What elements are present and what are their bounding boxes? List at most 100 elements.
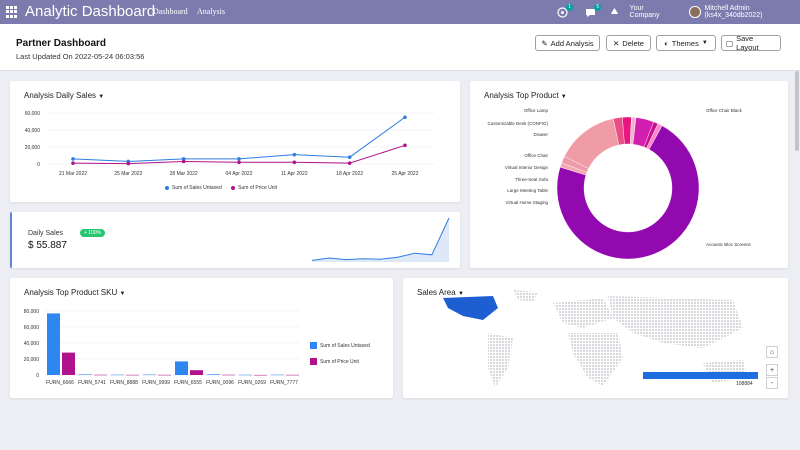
x-tick-label: FURN_6666: [46, 380, 74, 386]
donut-label: Virtual Home Staging: [506, 200, 549, 205]
bar: [190, 370, 203, 375]
legend-sales-label: Sum of Sales Untaxed: [172, 185, 222, 191]
clock-icon[interactable]: [610, 7, 620, 18]
menu-dashboard[interactable]: Dashboard: [153, 7, 188, 16]
data-point: [347, 161, 352, 165]
menu-analysis[interactable]: Analysis: [197, 7, 225, 16]
delete-label: Delete: [622, 38, 644, 48]
y-tick-label: 20,000: [24, 357, 40, 363]
x-tick-label: 25 Apr 2022: [392, 171, 419, 177]
y-tick-label: 60,000: [24, 325, 40, 331]
sku-card: Analysis Top Product SKU ▼ 80,000 60,000 4…: [10, 278, 393, 398]
zoom-in-button[interactable]: +: [766, 364, 778, 376]
daily-sales-title[interactable]: Analysis Daily Sales ▼: [24, 91, 105, 100]
donut-label: Acoustic Bloc Screens: [706, 242, 752, 247]
y-tick-label: 40,000: [25, 128, 41, 134]
palette-icon: ◐: [664, 38, 669, 48]
y-tick-label: 0: [36, 373, 39, 379]
chevron-down-icon: ▼: [98, 94, 105, 100]
sparkline-area: [312, 218, 449, 262]
chevron-down-icon: ▼: [560, 94, 567, 100]
legend-swatch-price: [310, 358, 317, 366]
x-tick-label: 04 Apr 2022: [226, 171, 253, 177]
map-greenland: [513, 290, 538, 302]
apps-menu-icon[interactable]: [6, 6, 18, 18]
add-analysis-label: Add Analysis: [550, 38, 594, 48]
top-product-donut-chart: Office Lamp Customizable Desk (CONFIG) Dra…: [487, 108, 752, 260]
save-icon: ▢: [726, 38, 734, 48]
kpi-card: Daily Sales + 100% $ 55.887: [10, 212, 460, 268]
user-avatar[interactable]: [689, 6, 701, 18]
x-tick-label: 25 Mar 2022: [114, 171, 142, 177]
add-analysis-button[interactable]: ✎ Add Analysis: [535, 35, 600, 51]
bar: [271, 374, 284, 376]
bar: [254, 374, 267, 376]
save-layout-button[interactable]: ▢ Save Layout: [721, 34, 781, 52]
top-product-title[interactable]: Analysis Top Product ▼: [484, 91, 567, 100]
map-value-label: 108884: [736, 381, 753, 387]
x-tick-label: FURN_6555: [174, 380, 202, 386]
x-tick-label: FURN_0269: [238, 380, 266, 386]
kpi-value: $ 55.887: [28, 240, 67, 251]
map-asia: [608, 296, 743, 348]
data-point: [181, 157, 186, 161]
navbar-systray: 1 5 Your Company Mitchell Admin (ks4x_34…: [557, 3, 800, 19]
bar: [239, 374, 252, 376]
home-icon[interactable]: ⌂: [766, 346, 778, 358]
last-updated: Last Updated On 2022-05-24 06:03:56: [16, 52, 145, 61]
app-title[interactable]: Analytic Dashboard: [25, 3, 156, 20]
data-point: [403, 143, 407, 148]
user-menu[interactable]: Mitchell Admin (ks4x_340db2022): [704, 5, 763, 19]
bar: [175, 361, 188, 375]
sparkline-line: [311, 217, 450, 261]
x-tick-label: 11 Apr 2022: [281, 171, 308, 177]
bar: [111, 374, 124, 376]
daily-sales-line-chart: 60,000 40,000 20,000 0 21 Mar 2022 25 Mar 202…: [25, 111, 435, 177]
activity-icon[interactable]: 5: [585, 3, 602, 18]
delete-button[interactable]: ✕ Delete: [606, 35, 651, 51]
kpi-badge: + 100%: [80, 229, 106, 237]
donut-label: Virtual Interior Design: [505, 165, 549, 170]
bar: [94, 374, 107, 376]
sales-area-card: Sales Area ▼ 108884 ⌂ + -: [403, 278, 788, 398]
bar: [126, 374, 139, 376]
bar: [143, 374, 156, 376]
donut-label: Drawer: [533, 132, 548, 137]
donut-slice: [646, 123, 663, 150]
sales-area-title[interactable]: Sales Area ▼: [417, 288, 464, 297]
data-point: [292, 152, 297, 157]
save-layout-label: Save Layout: [736, 34, 759, 52]
zoom-out-button[interactable]: -: [766, 377, 778, 389]
legend-price-label: Sum of Price Unit: [238, 185, 278, 191]
data-point: [237, 157, 241, 161]
themes-button[interactable]: ◐ Themes ▼: [656, 35, 716, 51]
data-point: [347, 155, 352, 159]
bar: [207, 374, 220, 375]
bar: [158, 374, 171, 376]
donut-label: Three-Seat Sofa: [515, 177, 549, 182]
legend-swatch-sales: [310, 342, 317, 350]
donut-label: Large Meeting Table: [507, 188, 548, 193]
map-value-bar: [643, 372, 758, 379]
bar: [47, 313, 60, 375]
kpi-sparkline: [311, 217, 450, 262]
x-tick-label: FURN_0096: [206, 380, 234, 386]
sku-title[interactable]: Analysis Top Product SKU ▼: [24, 288, 126, 297]
donut-label: Office Chair: [524, 153, 548, 158]
chat-icon[interactable]: 1: [557, 3, 573, 18]
y-tick-label: 60,000: [25, 111, 41, 117]
line-legend: Sum of Sales Untaxed Sum of Price Unit: [165, 185, 277, 191]
company-switcher[interactable]: Your Company: [629, 5, 660, 19]
page-scrollbar[interactable]: [795, 71, 799, 151]
y-tick-label: 40,000: [24, 341, 40, 347]
kpi-label: Daily Sales: [28, 230, 64, 237]
x-tick-label: FURN_9999: [142, 380, 170, 386]
map-australia: [703, 360, 748, 383]
y-tick-label: 20,000: [25, 145, 41, 151]
legend-sales-label: Sum of Sales Untaxed: [320, 343, 370, 349]
x-tick-label: 21 Mar 2022: [59, 171, 87, 177]
data-point: [237, 160, 241, 165]
top-product-card: Analysis Top Product ▼ Office Lamp Custom…: [470, 81, 788, 268]
themes-label: Themes: [671, 38, 699, 48]
map-south-america: [488, 333, 513, 388]
